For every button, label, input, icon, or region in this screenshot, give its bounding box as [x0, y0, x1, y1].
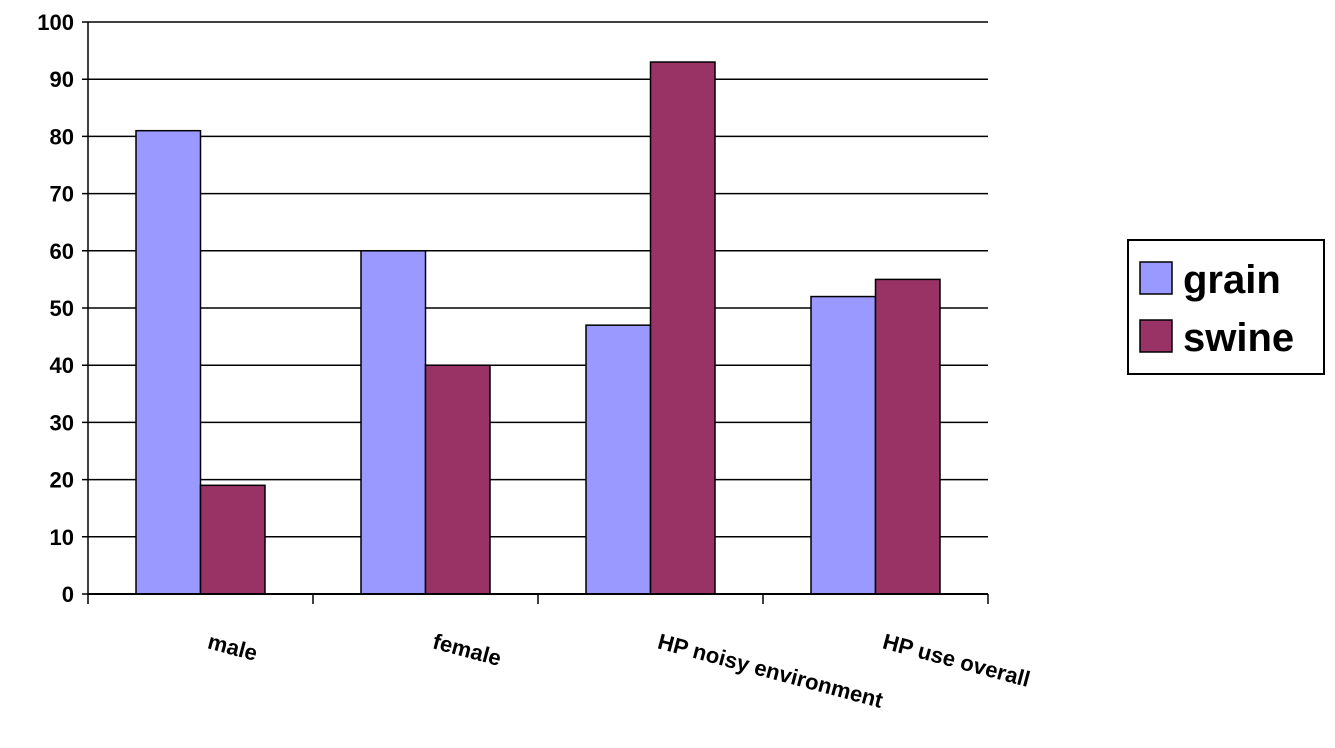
bar: [199, 484, 266, 595]
y-tick-label: 30: [50, 410, 74, 435]
bar: [424, 364, 491, 595]
bar: [585, 324, 652, 595]
x-tick-label: HP use overall: [880, 629, 1033, 692]
y-tick-label: 60: [50, 239, 74, 264]
bar: [649, 61, 716, 595]
y-tick-label: 0: [62, 582, 74, 607]
x-tick-label: male: [205, 629, 260, 666]
legend-swatch: [1139, 261, 1173, 295]
y-tick-label: 50: [50, 296, 74, 321]
legend-swatch: [1139, 319, 1173, 353]
x-tick-label: HP noisy environment: [655, 629, 886, 713]
x-tick-label: female: [430, 629, 504, 671]
y-tick-label: 10: [50, 525, 74, 550]
y-tick-label: 20: [50, 468, 74, 493]
y-tick-label: 70: [50, 182, 74, 207]
bar: [135, 129, 202, 595]
legend-label: grain: [1183, 258, 1281, 302]
bar: [360, 250, 427, 595]
bar: [874, 278, 941, 595]
y-tick-label: 90: [50, 67, 74, 92]
legend-label: swine: [1183, 316, 1294, 360]
bar: [810, 295, 877, 595]
y-tick-label: 40: [50, 353, 74, 378]
y-tick-label: 80: [50, 124, 74, 149]
y-tick-label: 100: [37, 10, 74, 35]
